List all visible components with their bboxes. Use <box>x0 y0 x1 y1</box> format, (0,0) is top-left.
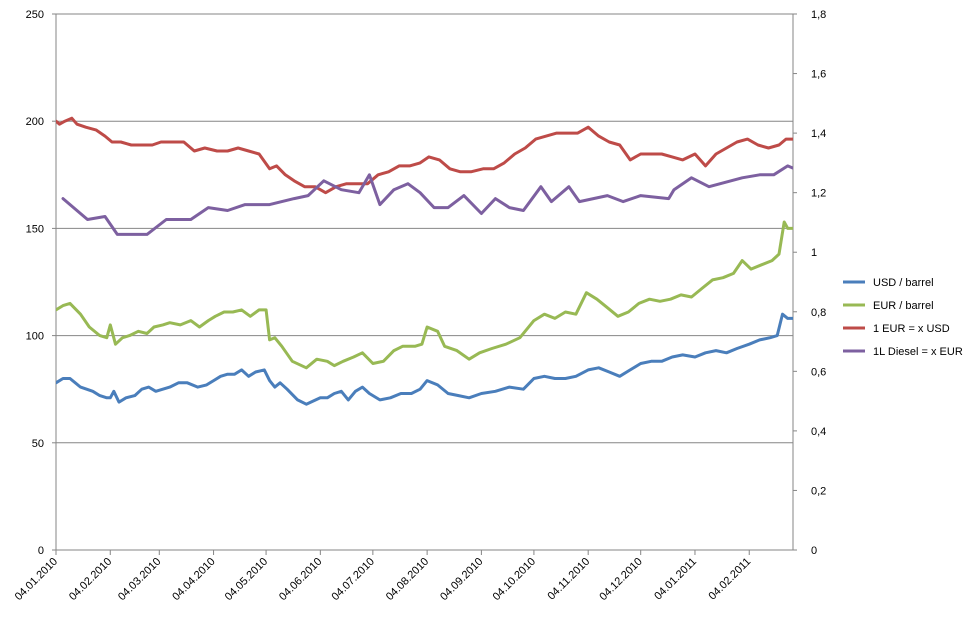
x-tick-label: 04.06.2010 <box>277 556 324 603</box>
y-left-tick-label: 50 <box>32 438 44 450</box>
y-right-tick-label: 0,8 <box>811 307 826 319</box>
series-lines <box>56 116 793 406</box>
y-left-tick-label: 150 <box>26 223 44 235</box>
x-tick-label: 04.05.2010 <box>223 556 270 603</box>
series-line-0 <box>56 312 793 406</box>
x-tick-label: 04.07.2010 <box>330 556 377 603</box>
x-tick-label: 04.02.2010 <box>67 556 114 603</box>
y-right-tick-label: 0,2 <box>811 485 826 497</box>
gridlines <box>56 13 793 444</box>
legend-label-1: EUR / barrel <box>873 300 934 312</box>
x-tick-label: 04.03.2010 <box>116 556 163 603</box>
series-line-1 <box>56 220 793 370</box>
y-left-tick-label: 0 <box>38 545 44 557</box>
x-tick-label: 04.09.2010 <box>438 556 485 603</box>
y-left-tick-label: 100 <box>26 331 44 343</box>
y-right-tick-label: 1 <box>811 247 817 259</box>
y-right-tick-label: 1,4 <box>811 128 826 140</box>
x-tick-label: 04.12.2010 <box>597 556 644 603</box>
legend-label-0: USD / barrel <box>873 277 934 289</box>
x-tick-label: 04.08.2010 <box>384 556 431 603</box>
legend-label-3: 1L Diesel = x EUR <box>873 346 963 358</box>
x-tick-label: 04.04.2010 <box>170 556 217 603</box>
y-right-tick-label: 0,6 <box>811 366 826 378</box>
x-tick-label: 04.01.2010 <box>13 556 60 603</box>
series-line-3 <box>61 164 793 236</box>
legend-label-2: 1 EUR = x USD <box>873 323 950 335</box>
y-right-tick-label: 1,6 <box>811 69 826 81</box>
y-right-tick-label: 0,4 <box>811 426 826 438</box>
axes: 0 50 100 150 200 250 0 0,2 0,4 0,6 0,8 1 1,2 1,4 1,6 1,… <box>13 9 827 603</box>
y-right-tick-label: 0 <box>811 545 817 557</box>
y-left-tick-label: 250 <box>26 9 44 21</box>
series-line-2 <box>56 116 793 195</box>
x-tick-label: 04.01.2011 <box>652 556 699 603</box>
x-tick-label: 04.10.2010 <box>491 556 538 603</box>
y-left-tick-label: 200 <box>26 116 44 128</box>
x-tick-label: 04.02.2011 <box>707 556 754 603</box>
y-right-tick-label: 1,2 <box>811 188 826 200</box>
x-tick-label: 04.11.2010 <box>545 556 592 603</box>
legend: USD / barrel EUR / barrel 1 EUR = x USD 1L … <box>843 277 963 358</box>
y-right-tick-label: 1,8 <box>811 9 826 21</box>
